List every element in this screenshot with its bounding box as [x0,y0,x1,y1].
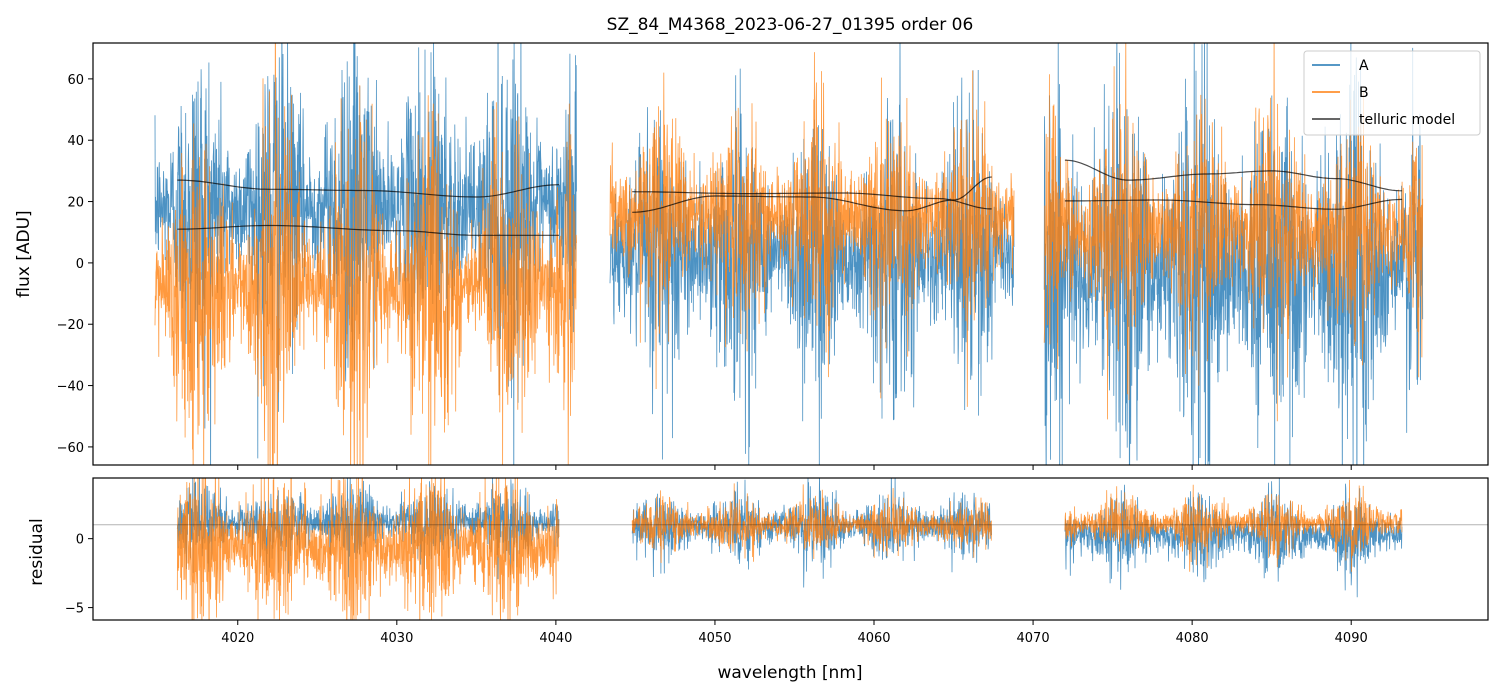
chart-title: SZ_84_M4368_2023-06-27_01395 order 06 [607,15,974,35]
xtick-label: 4020 [221,631,254,646]
flux-ytick-label: −40 [57,380,84,395]
residual-ytick-label: −5 [65,602,84,617]
series-b-segment-1 [154,43,577,465]
telluric-model-curve-5 [1064,159,1403,192]
series-b-segment-2 [609,52,1015,407]
residual-axes-frame [92,477,1489,621]
x-axis-label: wavelength [nm] [717,663,862,683]
telluric-model-curve-1 [177,179,560,198]
flux-axes-frame [92,42,1489,466]
residual-ytick-label: 0 [76,533,84,548]
xtick-label: 4070 [1017,631,1050,646]
xtick-label: 4030 [380,631,413,646]
flux-ytick-label: 40 [67,134,84,149]
telluric-model-curve-3 [632,191,992,210]
xtick-label: 4090 [1335,631,1368,646]
flux-ytick-label: −20 [57,318,84,333]
xtick-label: 4050 [698,631,731,646]
flux-ytick-label: 0 [76,257,84,272]
xtick-label: 4040 [539,631,572,646]
legend-label-b: B [1359,85,1369,101]
flux-panel [154,43,1424,465]
xtick-label: 4080 [1176,631,1209,646]
legend: A B telluric model [1303,50,1481,136]
series-b-segment-3 [1064,479,1403,572]
flux-ytick-label: 20 [67,196,84,211]
telluric-model-curve-6 [1064,198,1403,210]
residual-panel [93,478,1488,620]
y-axis-label-residual: residual [27,518,47,585]
legend-label-telluric: telluric model [1359,112,1455,128]
xtick-label: 4060 [857,631,890,646]
flux-ytick-label: −60 [57,441,84,456]
series-b-segment-1 [176,478,560,620]
series-b-segment-3 [1043,43,1424,422]
legend-label-a: A [1359,58,1369,74]
series-b-segment-2 [631,483,992,564]
telluric-model-curve-2 [177,224,560,236]
y-axis-label-flux: flux [ADU] [14,210,34,297]
flux-ytick-label: 60 [67,73,84,88]
telluric-model-curve-4 [632,176,992,213]
